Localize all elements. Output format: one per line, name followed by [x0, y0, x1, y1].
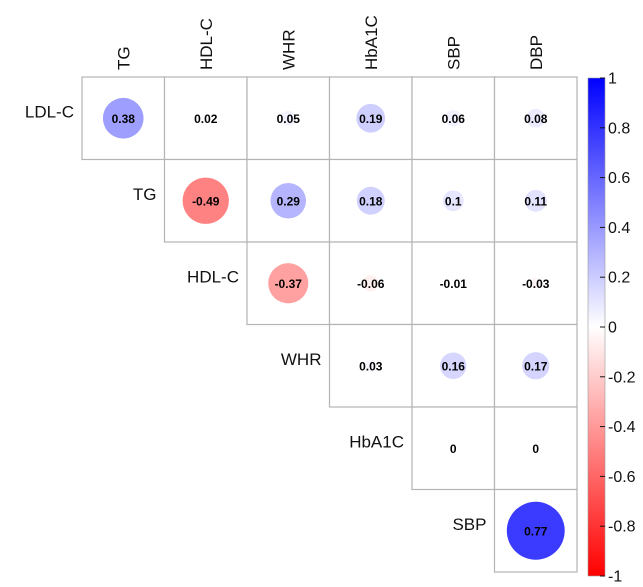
grid-cell: [493, 406, 578, 491]
corr-circle-tg-hba1c: [356, 186, 385, 215]
corr-value-ldl-c-hdl-c: 0.02: [194, 112, 218, 126]
corr-value-whr-dbp: 0.17: [524, 359, 548, 373]
colorbar-tick-label: 0.6: [608, 170, 630, 187]
corr-circle-ldl-c-dbp: [526, 108, 546, 128]
corr-circle-whr-dbp: [522, 352, 550, 380]
corr-circle-ldl-c-whr: [280, 110, 296, 126]
corr-circle-whr-sbp: [440, 352, 467, 379]
column-label-whr: WHR: [279, 29, 298, 70]
grid-cell: [411, 241, 496, 326]
corr-value-hba1c-dbp: 0: [532, 442, 539, 456]
corr-circle-hdl-c-dbp: [530, 277, 542, 289]
corr-circle-hdl-c-sbp: [449, 279, 457, 287]
row-label-ldl-c: LDL-C: [25, 102, 74, 121]
grid-cell: [246, 158, 331, 243]
corr-value-hdl-c-whr: -0.37: [275, 277, 303, 291]
colorbar-tick-label: -0.4: [608, 419, 636, 436]
correlation-circles: [102, 97, 565, 560]
grid-cell: [411, 406, 496, 491]
row-label-sbp: SBP: [452, 515, 486, 534]
corr-value-ldl-c-dbp: 0.08: [524, 112, 548, 126]
column-label-hdl-c: HDL-C: [197, 18, 216, 70]
corr-value-ldl-c-sbp: 0.06: [442, 112, 466, 126]
corr-circle-tg-dbp: [524, 189, 547, 212]
colorbar-legend: 1 0.8 0.6 0.4 0.2 0 -0.2 -0.4 -0.6 -0.8 -1: [587, 71, 636, 586]
corr-value-sbp-dbp: 0.77: [524, 524, 548, 538]
corr-value-tg-hdl-c: -0.49: [192, 194, 220, 208]
row-label-hdl-c: HDL-C: [187, 267, 239, 286]
corr-value-hdl-c-sbp: -0.01: [440, 277, 468, 291]
colorbar-tick-label: 0.2: [608, 270, 630, 287]
corr-circle-ldl-c-hba1c: [356, 103, 386, 133]
corr-circle-whr-hba1c: [365, 360, 377, 372]
colorbar-tick-label: -0.8: [608, 519, 636, 536]
colorbar-tick-label: 0.4: [608, 220, 630, 237]
corr-circle-tg-whr: [270, 182, 307, 219]
column-label-hba1c: HbA1C: [362, 15, 381, 70]
correlation-values: 0.38 0.02 0.05 0.19 0.06 0.08 -0.49 0.29 0.18 0.1…: [112, 112, 550, 539]
corr-value-tg-hba1c: 0.18: [359, 194, 383, 208]
colorbar-tick-label: -0.6: [608, 469, 636, 486]
grid-cell: [493, 241, 578, 326]
corr-circle-tg-sbp: [442, 190, 464, 212]
corr-value-whr-sbp: 0.16: [442, 359, 466, 373]
corr-circle-hdl-c-hba1c: [362, 275, 379, 292]
colorbar-tick-label: 1: [608, 71, 617, 88]
corr-value-tg-whr: 0.29: [277, 194, 301, 208]
colorbar-tick-label: -1: [608, 569, 622, 586]
corr-circle-hdl-c-whr: [268, 263, 309, 304]
corr-circle-ldl-c-hdl-c: [201, 113, 211, 123]
colorbar-tick-label: -0.2: [608, 369, 636, 386]
matrix-grid: [81, 76, 578, 573]
corr-value-ldl-c-whr: 0.05: [277, 112, 301, 126]
row-label-tg: TG: [133, 185, 157, 204]
corr-value-hba1c-sbp: 0: [450, 442, 457, 456]
corr-circle-ldl-c-tg: [102, 97, 144, 139]
corr-circle-ldl-c-sbp: [445, 110, 462, 127]
corr-value-ldl-c-hba1c: 0.19: [359, 112, 383, 126]
column-label-tg: TG: [114, 46, 133, 70]
corr-value-tg-sbp: 0.1: [445, 194, 462, 208]
row-label-hba1c: HbA1C: [349, 432, 404, 451]
corr-value-tg-dbp: 0.11: [524, 194, 547, 208]
corr-value-hdl-c-hba1c: -0.06: [357, 277, 385, 291]
corr-circle-sbp-dbp: [506, 501, 565, 560]
colorbar-tick-label: 0.8: [608, 120, 630, 137]
column-label-dbp: DBP: [527, 35, 546, 70]
corr-value-whr-hba1c: 0.03: [359, 359, 383, 373]
column-label-sbp: SBP: [444, 36, 463, 70]
corr-value-hdl-c-dbp: -0.03: [522, 277, 550, 291]
corr-circle-tg-hdl-c: [182, 177, 229, 224]
column-labels: TG HDL-C WHR HbA1C SBP DBP: [114, 15, 546, 70]
row-labels: LDL-C TG HDL-C WHR HbA1C SBP: [25, 102, 487, 534]
corr-value-ldl-c-tg: 0.38: [112, 112, 136, 126]
row-label-whr: WHR: [281, 350, 322, 369]
colorbar-tick-label: 0: [608, 320, 617, 337]
